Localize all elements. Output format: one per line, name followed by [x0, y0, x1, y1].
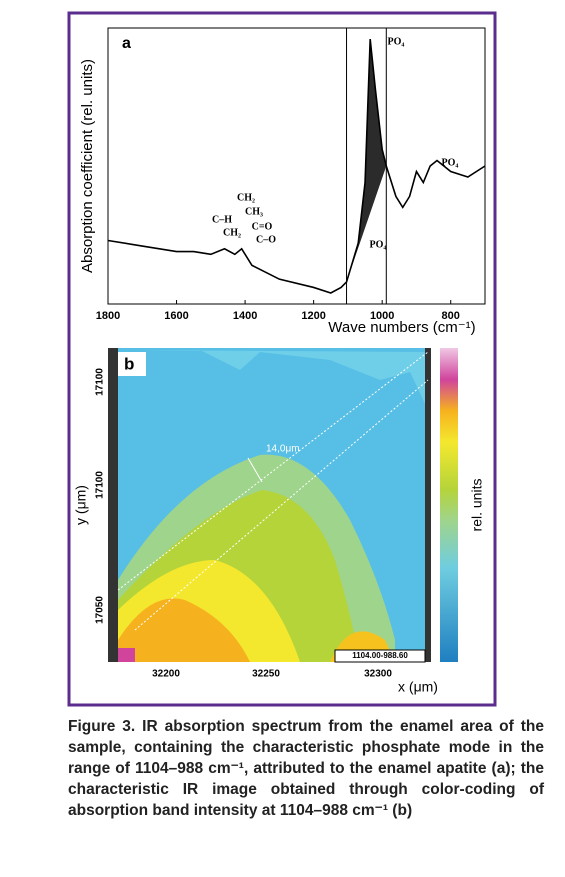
y-tick-label: 17100	[95, 471, 106, 499]
x-axis-label: Wave numbers (cm⁻¹)	[328, 319, 475, 336]
label-box	[118, 352, 146, 376]
heatmap-region	[118, 598, 250, 662]
x-tick-label: 1200	[301, 310, 325, 322]
y-tick-label: 17100	[95, 368, 106, 396]
y-tick-label: 17050	[95, 596, 106, 624]
range-box	[334, 649, 426, 663]
x-tick-label: 1000	[370, 310, 394, 322]
profile-line	[117, 351, 429, 591]
annotation: C–H	[212, 214, 232, 225]
profile-line	[134, 379, 429, 631]
colorbar	[440, 348, 458, 662]
x-tick-label: 800	[442, 310, 460, 322]
panel-label: b	[124, 354, 134, 373]
x-tick-label: 32200	[152, 669, 180, 680]
annotation: CH₃	[245, 206, 263, 217]
figure: a Absorption coefficient (rel. units) Wa…	[67, 11, 497, 707]
annotation: PO₄	[442, 157, 459, 168]
annotation: C=O	[252, 221, 273, 232]
range-label: 1104.00-988.60	[352, 651, 408, 660]
figure-frame	[67, 11, 497, 707]
caption: Figure 3. IR absorption spectrum from th…	[68, 718, 544, 819]
spectrum	[107, 38, 486, 294]
heatmap-region	[118, 350, 428, 410]
panel-b: b 14,0μm 1104.00-988.60 rel. units y (μm…	[73, 348, 485, 695]
x-axis-label: x (μm)	[398, 679, 438, 695]
annotation: PO₄	[388, 36, 405, 47]
heatmap-edge	[425, 348, 431, 662]
panel-label: a	[122, 35, 131, 52]
x-tick-label: 32250	[252, 669, 280, 680]
scale-arrow	[247, 457, 263, 483]
y-axis-label: Absorption coefficient (rel. units)	[79, 59, 96, 273]
heatmap-edge	[108, 348, 118, 662]
x-tick-label: 32300	[364, 669, 392, 680]
plot-frame	[107, 27, 486, 305]
heatmap-region	[115, 648, 135, 662]
colorbar-label: rel. units	[469, 479, 485, 532]
annotation: CH₂	[237, 192, 255, 203]
x-tick-label: 1800	[96, 310, 120, 322]
x-tick-label: 1600	[164, 310, 188, 322]
x-tick-label: 1400	[233, 310, 257, 322]
y-axis-label: y (μm)	[73, 485, 89, 525]
annotation: CH₂	[223, 227, 241, 238]
scale-label: 14,0μm	[266, 444, 300, 455]
annotation: PO₄	[370, 239, 387, 250]
annotation: C–O	[256, 234, 276, 245]
